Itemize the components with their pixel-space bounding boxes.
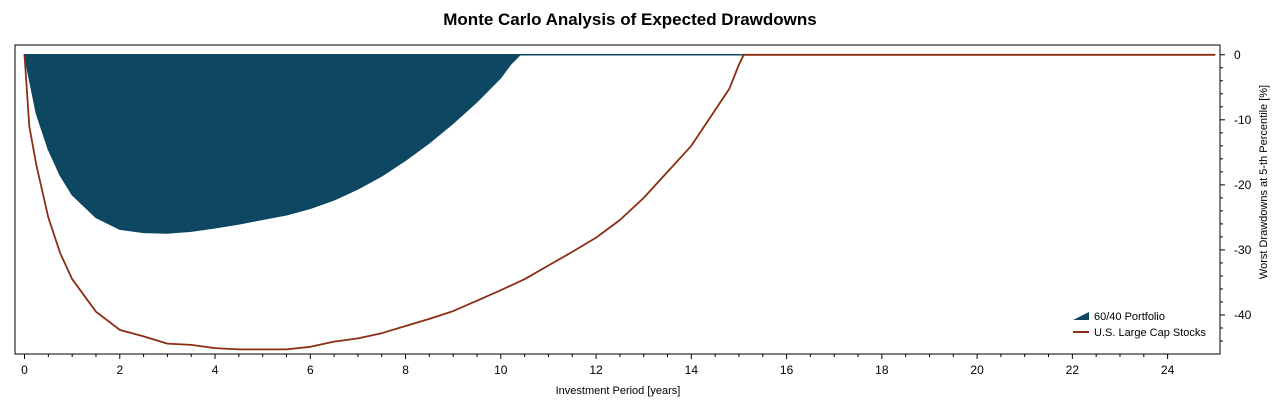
y-tick-label: -10 [1234, 113, 1252, 127]
y-axis: 0 -10 -20 -30 -40 [1220, 48, 1252, 342]
series-line-1 [23, 53, 1216, 351]
legend-label-0: 60/40 Portfolio [1094, 311, 1165, 323]
x-tick-label: 20 [970, 363, 984, 377]
x-tick-label: 10 [494, 363, 508, 377]
chart-title: Monte Carlo Analysis of Expected Drawdow… [443, 10, 817, 29]
x-axis: 0 2 4 6 8 10 12 14 16 18 20 22 24 [21, 354, 1175, 377]
legend-swatch-0 [1073, 312, 1089, 320]
x-tick-label: 14 [685, 363, 699, 377]
x-tick-label: 18 [875, 363, 889, 377]
y-tick-label: 0 [1234, 48, 1241, 62]
x-axis-label: Investment Period [years] [556, 385, 681, 397]
series-layer [23, 53, 1216, 351]
x-tick-label: 24 [1161, 363, 1175, 377]
x-tick-label: 2 [116, 363, 123, 377]
x-tick-label: 8 [402, 363, 409, 377]
x-tick-label: 12 [589, 363, 603, 377]
x-tick-label: 22 [1066, 363, 1080, 377]
x-tick-label: 0 [21, 363, 28, 377]
x-tick-label: 6 [307, 363, 314, 377]
legend: 60/40 Portfolio U.S. Large Cap Stocks [1073, 311, 1206, 339]
y-tick-label: -30 [1234, 243, 1252, 257]
plot-frame [14, 44, 1221, 355]
series-area-0 [23, 54, 1216, 234]
x-tick-label: 4 [212, 363, 219, 377]
y-tick-label: -20 [1234, 178, 1252, 192]
legend-label-1: U.S. Large Cap Stocks [1094, 327, 1206, 339]
y-axis-label: Worst Drawdowns at 5-th Percentile [%] [1258, 85, 1270, 279]
y-tick-label: -40 [1234, 308, 1252, 322]
x-tick-label: 16 [780, 363, 794, 377]
